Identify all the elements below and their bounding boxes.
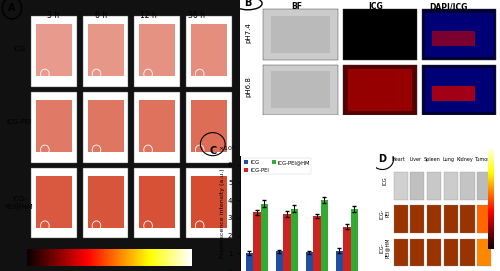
- Bar: [139, 24, 175, 76]
- Text: 36 h: 36 h: [188, 11, 206, 20]
- Text: Liver: Liver: [409, 157, 422, 162]
- Bar: [134, 92, 180, 163]
- Bar: [350, 209, 358, 271]
- Bar: [427, 172, 441, 199]
- Bar: [444, 172, 458, 199]
- Bar: [477, 205, 492, 233]
- Bar: [342, 64, 417, 115]
- Text: C: C: [209, 146, 216, 156]
- Bar: [191, 24, 227, 76]
- Text: ICG: ICG: [368, 2, 382, 11]
- Bar: [394, 205, 408, 233]
- Bar: [276, 251, 283, 271]
- Bar: [343, 227, 350, 271]
- Bar: [460, 239, 474, 266]
- Bar: [432, 31, 476, 46]
- Bar: [139, 100, 175, 152]
- Bar: [422, 64, 496, 115]
- Bar: [290, 209, 298, 271]
- Bar: [271, 72, 330, 108]
- Bar: [424, 13, 494, 57]
- Bar: [410, 205, 424, 233]
- Bar: [246, 253, 253, 271]
- Bar: [271, 16, 330, 53]
- Text: pH7.4: pH7.4: [245, 22, 251, 43]
- Bar: [134, 168, 180, 238]
- Bar: [342, 9, 417, 60]
- Bar: [336, 251, 343, 271]
- Bar: [36, 176, 72, 228]
- Bar: [410, 172, 424, 199]
- Bar: [427, 239, 441, 266]
- Bar: [31, 168, 77, 238]
- Bar: [313, 216, 320, 271]
- Text: ICG-
PEI: ICG- PEI: [380, 208, 390, 218]
- Bar: [83, 16, 128, 87]
- Text: BF: BF: [292, 2, 302, 11]
- Bar: [260, 204, 268, 271]
- Bar: [186, 168, 232, 238]
- Text: ICG-
PEI@HM: ICG- PEI@HM: [5, 196, 34, 210]
- Bar: [444, 239, 458, 266]
- Bar: [36, 24, 72, 76]
- Bar: [186, 16, 232, 87]
- Bar: [83, 168, 128, 238]
- Bar: [427, 205, 441, 233]
- Bar: [477, 172, 492, 199]
- Bar: [139, 176, 175, 228]
- Text: Lung: Lung: [442, 157, 454, 162]
- Bar: [394, 239, 408, 266]
- Bar: [88, 176, 124, 228]
- Text: Tumor: Tumor: [474, 157, 490, 162]
- Text: Kidney: Kidney: [457, 157, 473, 162]
- Text: 3 h: 3 h: [46, 11, 59, 20]
- Bar: [186, 92, 232, 163]
- Bar: [320, 200, 328, 271]
- Legend: ICG, ICG-PEI, ICG-PEI@HM: ICG, ICG-PEI, ICG-PEI@HM: [242, 158, 312, 174]
- Bar: [410, 239, 424, 266]
- Bar: [88, 24, 124, 76]
- Bar: [83, 92, 128, 163]
- Bar: [264, 64, 338, 115]
- Bar: [424, 68, 494, 112]
- Bar: [432, 86, 476, 101]
- Bar: [134, 16, 180, 87]
- Text: ICG-PEI: ICG-PEI: [6, 119, 32, 125]
- Bar: [191, 100, 227, 152]
- Bar: [422, 9, 496, 60]
- Bar: [191, 176, 227, 228]
- Text: Spleen: Spleen: [424, 157, 440, 162]
- Text: pH6.8: pH6.8: [245, 76, 251, 97]
- Bar: [348, 69, 412, 111]
- Bar: [31, 16, 77, 87]
- Text: ICG: ICG: [13, 46, 26, 52]
- Bar: [394, 172, 408, 199]
- Bar: [444, 205, 458, 233]
- Text: ICG: ICG: [382, 177, 388, 185]
- Text: A: A: [8, 3, 16, 13]
- Text: 6 h: 6 h: [94, 11, 107, 20]
- Bar: [460, 205, 474, 233]
- Bar: [460, 172, 474, 199]
- Text: B: B: [244, 0, 252, 8]
- Text: $\times10^5$: $\times10^5$: [218, 144, 236, 153]
- Text: Heart: Heart: [392, 157, 406, 162]
- Bar: [253, 212, 260, 271]
- Bar: [31, 92, 77, 163]
- Bar: [477, 239, 492, 266]
- Bar: [306, 252, 313, 271]
- Bar: [88, 100, 124, 152]
- Text: 12 h: 12 h: [140, 11, 157, 20]
- Bar: [283, 214, 290, 271]
- Text: DAPI/ICG: DAPI/ICG: [429, 2, 467, 11]
- Text: ICG-
PEI@HM: ICG- PEI@HM: [380, 238, 390, 258]
- Bar: [264, 9, 338, 60]
- Text: D: D: [378, 154, 386, 164]
- Bar: [36, 100, 72, 152]
- Y-axis label: Fluorescence intensity (a.u.): Fluorescence intensity (a.u.): [220, 169, 225, 258]
